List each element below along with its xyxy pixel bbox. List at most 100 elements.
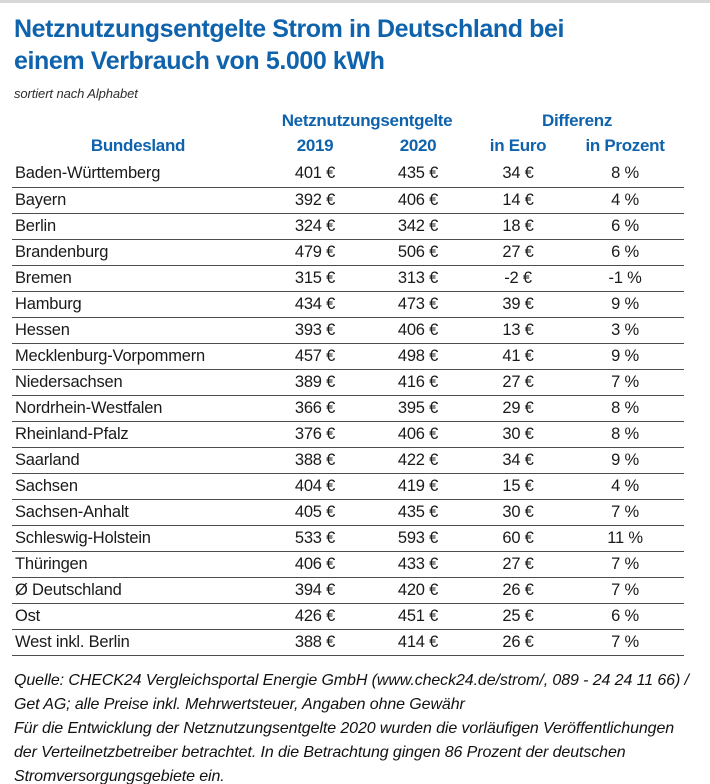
bundesland-cell: Rheinland-Pfalz [12,421,264,448]
group-header-netznutzungsentgelte: Netznutzungsentgelte [281,111,453,130]
value-2019-cell: 388 € [264,629,366,656]
bundesland-cell: Baden-Württemberg [12,161,264,188]
page-title: Netznutzungsentgelte Strom in Deutschlan… [14,13,696,77]
diff-euro-cell: 29 € [470,395,567,422]
bundesland-cell: Nordrhein-Westfalen [12,395,264,422]
column-header-bundesland: Bundesland [90,135,186,155]
column-header-row: Bundesland 2019 2020 in Euro in Prozent [12,133,684,161]
bundesland-cell: Bremen [12,265,264,292]
value-2020-cell: 420 € [366,577,471,604]
table-row: West inkl. Berlin 388 €414 €26 €7 % [12,629,685,656]
diff-euro-cell: 60 € [470,525,567,552]
bundesland-cell: Thüringen [12,551,264,578]
diff-prozent-cell: 9 % [566,343,685,370]
bundesland-cell: Saarland [12,447,264,474]
diff-euro-cell: 30 € [470,421,567,448]
group-header-differenz: Differenz [542,111,613,130]
table-row: Bayern 392 €406 €14 €4 % [12,187,685,214]
column-header-in-prozent: in Prozent [585,135,665,155]
diff-prozent-cell: 9 % [566,447,685,474]
diff-prozent-cell: 8 % [566,161,685,188]
value-2019-cell: 533 € [264,525,366,552]
value-2020-cell: 406 € [366,421,471,448]
diff-prozent-cell: 11 % [566,525,685,552]
diff-euro-cell: 26 € [470,629,567,656]
table-row: Rheinland-Pfalz 376 €406 €30 €8 % [12,421,685,448]
table-row: Nordrhein-Westfalen 366 €395 €29 €8 % [12,395,685,422]
value-2019-cell: 426 € [264,603,366,630]
value-2019-cell: 406 € [264,551,366,578]
diff-euro-cell: 15 € [470,473,567,500]
table-row: Hessen 393 €406 €13 €3 % [12,317,685,344]
bundesland-cell: Brandenburg [12,239,264,266]
diff-euro-cell: 27 € [470,369,567,396]
table-body: Baden-Württemberg 401 €435 €34 €8 % Bayern… [12,161,685,656]
value-2020-cell: 313 € [366,265,471,292]
value-2019-cell: 404 € [264,473,366,500]
bundesland-cell: Hessen [12,317,264,344]
sort-note: sortiert nach Alphabet [14,86,138,101]
bundesland-cell: Berlin [12,213,264,240]
diff-euro-cell: -2 € [470,265,567,292]
value-2019-cell: 457 € [264,343,366,370]
value-2019-cell: 366 € [264,395,366,422]
value-2019-cell: 479 € [264,239,366,266]
value-2020-cell: 473 € [366,291,471,318]
bundesland-cell: Hamburg [12,291,264,318]
value-2020-cell: 422 € [366,447,471,474]
value-2020-cell: 406 € [366,187,471,214]
bundesland-cell: Ost [12,603,264,630]
value-2020-cell: 435 € [366,499,471,526]
table-header: Netznutzungsentgelte Differenz Bundeslan… [12,109,684,161]
value-2019-cell: 388 € [264,447,366,474]
source-note-paragraph-1: Quelle: CHECK24 Vergleichsportal Energie… [14,671,689,713]
column-header-in-euro: in Euro [489,135,547,155]
value-2020-cell: 406 € [366,317,471,344]
diff-euro-cell: 25 € [470,603,567,630]
diff-prozent-cell: 8 % [566,395,685,422]
table-row: Baden-Württemberg 401 €435 €34 €8 % [12,161,685,188]
group-header-row: Netznutzungsentgelte Differenz [12,109,684,133]
page-title-line1: Netznutzungsentgelte Strom in Deutschlan… [14,15,565,43]
diff-euro-cell: 27 € [470,239,567,266]
table-row: Ø Deutschland 394 €420 €26 €7 % [12,577,685,604]
diff-euro-cell: 18 € [470,213,567,240]
diff-prozent-cell: 8 % [566,421,685,448]
diff-prozent-cell: 7 % [566,499,685,526]
column-header-2020: 2020 [399,135,437,155]
table-row: Niedersachsen 389 €416 €27 €7 % [12,369,685,396]
table-row: Brandenburg 479 €506 €27 €6 % [12,239,685,266]
source-note: Quelle: CHECK24 Vergleichsportal Energie… [14,669,700,784]
bundesland-cell: Sachsen [12,473,264,500]
diff-prozent-cell: 7 % [566,551,685,578]
value-2020-cell: 414 € [366,629,471,656]
diff-prozent-cell: 3 % [566,317,685,344]
table-row: Mecklenburg-Vorpommern 457 €498 €41 €9 % [12,343,685,370]
diff-prozent-cell: 7 % [566,369,685,396]
diff-prozent-cell: 9 % [566,291,685,318]
source-note-paragraph-2: Für die Entwicklung der Netznutzungsentg… [14,719,675,784]
value-2020-cell: 435 € [366,161,471,188]
diff-euro-cell: 30 € [470,499,567,526]
table-row: Schleswig-Holstein 533 €593 €60 €11 % [12,525,685,552]
value-2019-cell: 324 € [264,213,366,240]
bundesland-cell: Niedersachsen [12,369,264,396]
table-row: Ost 426 €451 €25 €6 % [12,603,685,630]
value-2020-cell: 593 € [366,525,471,552]
bundesland-cell: Mecklenburg-Vorpommern [12,343,264,370]
bundesland-cell: Bayern [12,187,264,214]
value-2020-cell: 419 € [366,473,471,500]
diff-prozent-cell: 6 % [566,213,685,240]
value-2019-cell: 434 € [264,291,366,318]
top-border [0,0,710,3]
diff-prozent-cell: 7 % [566,629,685,656]
table-row: Sachsen 404 €419 €15 €4 % [12,473,685,500]
bundesland-cell: Ø Deutschland [12,577,264,604]
group-header-empty [12,109,264,133]
value-2019-cell: 315 € [264,265,366,292]
table-row: Sachsen-Anhalt 405 €435 €30 €7 % [12,499,685,526]
diff-prozent-cell: 4 % [566,473,685,500]
table-row: Saarland 388 €422 €34 €9 % [12,447,685,474]
value-2020-cell: 506 € [366,239,471,266]
diff-prozent-cell: 6 % [566,239,685,266]
